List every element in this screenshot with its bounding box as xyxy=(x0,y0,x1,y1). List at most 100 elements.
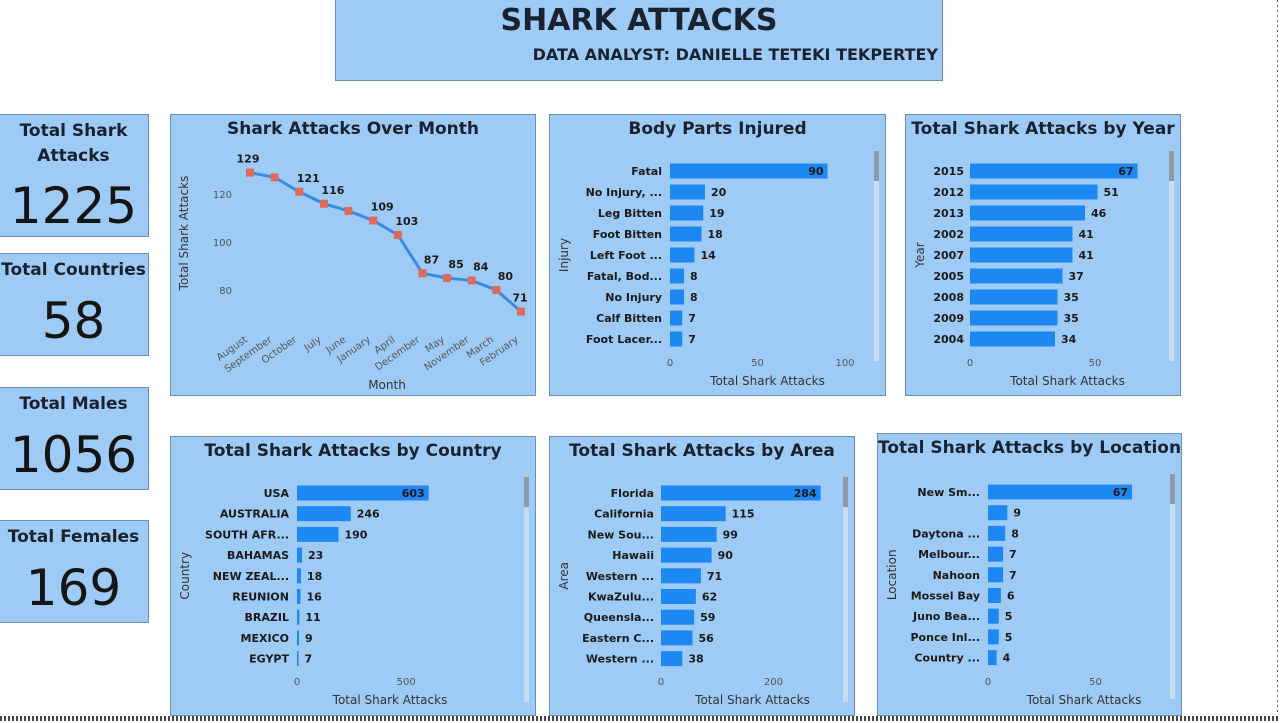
bar xyxy=(661,485,821,501)
kpi-card-total-males[interactable]: Total Males 1056 xyxy=(0,387,149,490)
report-subtitle: DATA ANALYST: DANIELLE TETEKI TEKPERTEY xyxy=(532,45,938,64)
chart-attacks-by-year[interactable]: Total Shark Attacks by Year 2015 67 2012 51… xyxy=(905,114,1181,396)
data-label: 7 xyxy=(1009,548,1017,561)
category-label: Eastern C... xyxy=(582,632,654,645)
bar xyxy=(988,505,1008,521)
data-label: 85 xyxy=(448,258,463,271)
data-label: 37 xyxy=(1069,270,1084,283)
kpi-value: 169 xyxy=(25,559,122,617)
data-point xyxy=(467,276,476,285)
bar xyxy=(970,163,1138,179)
kpi-value: 58 xyxy=(41,292,106,350)
bar xyxy=(670,163,828,179)
category-label: 2013 xyxy=(933,207,964,220)
bar xyxy=(661,589,696,604)
data-label: 46 xyxy=(1091,207,1107,220)
scrollbar-track xyxy=(524,477,529,702)
x-tick-label: 50 xyxy=(1089,677,1102,688)
kpi-value: 1225 xyxy=(9,177,138,235)
kpi-card-total-attacks[interactable]: Total Shark Attacks 1225 xyxy=(0,114,149,237)
data-label: 35 xyxy=(1064,291,1079,304)
bar xyxy=(661,651,683,667)
bar xyxy=(970,247,1073,263)
y-axis-title: Area xyxy=(557,562,571,590)
bar xyxy=(670,289,684,305)
category-label: Foot Bitten xyxy=(593,228,662,241)
bar xyxy=(297,485,429,501)
bar xyxy=(661,609,695,625)
chart-attacks-over-month[interactable]: Shark Attacks Over Month 80 100 120 129 121 1… xyxy=(170,114,536,396)
bar xyxy=(297,547,303,563)
data-label: 87 xyxy=(424,253,439,266)
category-label: Country ... xyxy=(914,652,980,665)
bar xyxy=(297,630,299,646)
category-label: 2002 xyxy=(933,228,964,241)
data-label: 23 xyxy=(308,549,323,562)
kpi-label: Total Countries xyxy=(1,260,146,280)
bar xyxy=(661,506,726,522)
x-axis-title: Month xyxy=(368,378,406,392)
category-label: 2005 xyxy=(933,270,964,283)
category-label: 2009 xyxy=(933,312,964,325)
category-label: Calf Bitten xyxy=(596,312,662,325)
x-tick-label: 0 xyxy=(667,358,673,369)
data-label: 8 xyxy=(690,270,698,283)
data-label: 8 xyxy=(690,291,698,304)
bar xyxy=(670,247,695,263)
category-label: Juno Bea... xyxy=(912,610,980,623)
bar xyxy=(988,608,999,624)
data-point xyxy=(295,187,304,196)
kpi-value: 1056 xyxy=(9,426,138,484)
y-axis-title: Injury xyxy=(557,238,571,272)
data-label: 41 xyxy=(1079,249,1094,262)
bar xyxy=(988,567,1004,583)
scrollbar-thumb xyxy=(874,151,879,181)
data-label: 121 xyxy=(297,172,320,185)
category-label: 2004 xyxy=(933,333,964,346)
data-label: 20 xyxy=(711,186,727,199)
bar xyxy=(970,268,1063,284)
data-label: 5 xyxy=(1005,631,1013,644)
category-label: BAHAMAS xyxy=(227,549,289,562)
bar xyxy=(670,205,704,221)
data-label: 190 xyxy=(345,528,368,541)
x-axis-title: Total Shark Attacks xyxy=(694,693,810,707)
data-label: 7 xyxy=(305,653,313,666)
data-label: 67 xyxy=(1118,165,1133,178)
bar xyxy=(970,184,1098,200)
data-point xyxy=(443,274,452,283)
category-label: No Injury xyxy=(605,291,662,304)
bar xyxy=(661,630,693,646)
bar xyxy=(970,310,1058,326)
x-tick-label: 0 xyxy=(967,358,973,369)
chart-attacks-by-country[interactable]: Total Shark Attacks by Country USA 603 AUS… xyxy=(170,436,536,716)
chart-attacks-by-area[interactable]: Total Shark Attacks by Area Florida 284 Ca… xyxy=(549,436,855,716)
kpi-card-total-countries[interactable]: Total Countries 58 xyxy=(0,253,149,356)
data-point xyxy=(492,286,501,295)
chart-attacks-by-location[interactable]: Total Shark Attacks by Location New Sm..… xyxy=(877,433,1182,716)
x-tick-label: 500 xyxy=(397,677,416,688)
bar xyxy=(670,268,684,284)
y-tick-label: 80 xyxy=(219,286,232,297)
data-label: 84 xyxy=(473,260,489,273)
bar xyxy=(970,205,1085,221)
bar xyxy=(988,525,1006,541)
x-tick-label: 0 xyxy=(294,677,300,688)
category-label: Melbour... xyxy=(918,548,980,561)
bar-chart-svg: Florida 284 California 115 New Sou... 99 Hawai… xyxy=(557,477,848,707)
data-label: 8 xyxy=(1011,527,1019,540)
x-tick-label: 0 xyxy=(985,677,991,688)
x-axis-title: Total Shark Attacks xyxy=(1026,693,1142,707)
data-point xyxy=(270,173,279,182)
category-label: Foot Lacer... xyxy=(586,333,662,346)
bar xyxy=(297,526,339,542)
data-point xyxy=(369,216,378,225)
category-label: No Injury, ... xyxy=(586,186,662,199)
data-label: 7 xyxy=(688,333,696,346)
scrollbar-track xyxy=(1170,474,1175,699)
kpi-card-total-females[interactable]: Total Females 169 xyxy=(0,520,149,623)
bar xyxy=(297,589,301,604)
scrollbar-thumb xyxy=(1169,151,1174,181)
category-label: California xyxy=(594,508,654,521)
chart-body-parts-injured[interactable]: Body Parts Injured Fatal 90 No Injury, ...… xyxy=(549,114,886,396)
